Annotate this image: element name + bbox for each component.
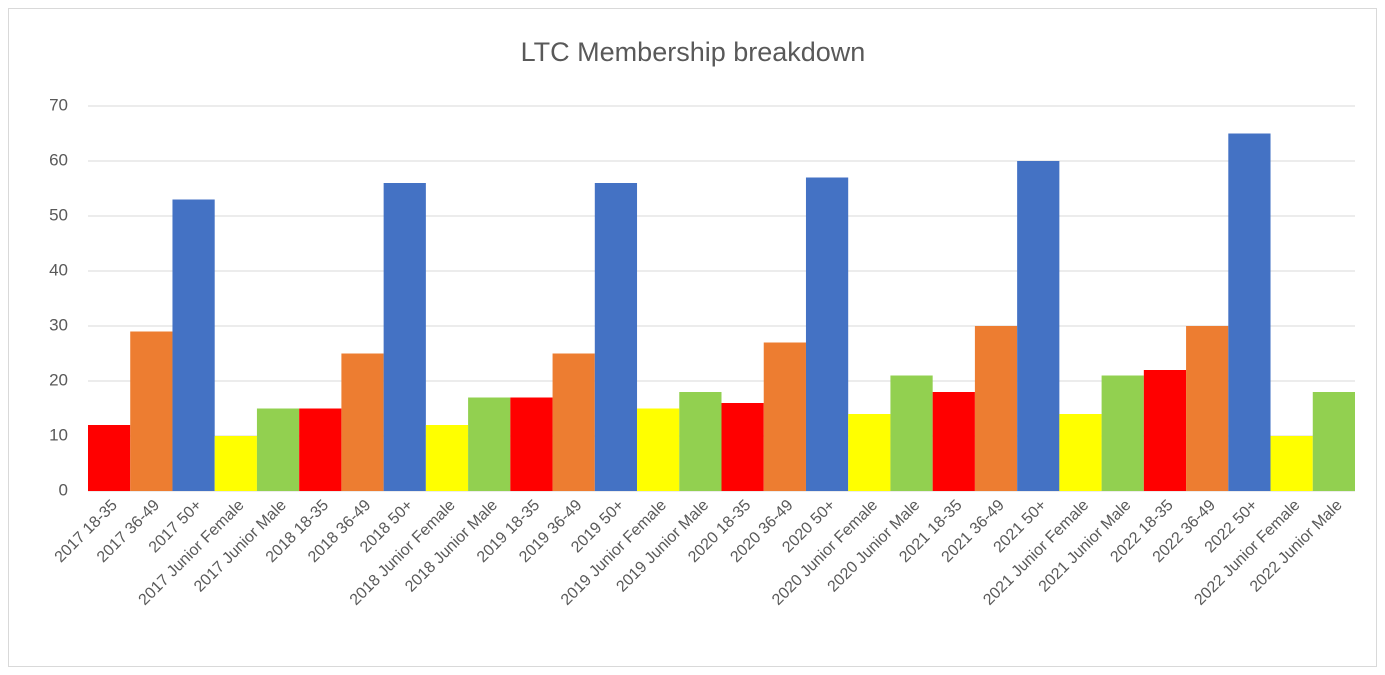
bar [1059,414,1102,491]
chart-title: LTC Membership breakdown [521,37,866,67]
bar [974,326,1018,491]
bar [214,436,257,491]
y-tick-label: 30 [49,315,68,334]
bar [763,342,806,491]
bar [1186,326,1229,491]
y-tick-label: 40 [49,260,68,279]
y-tick-label: 70 [49,95,68,114]
y-tick-label: 20 [49,370,68,389]
bar [425,425,469,491]
bar [468,397,511,491]
bar [721,403,764,491]
bar [1017,161,1060,491]
chart-frame [8,8,1377,667]
bar [1101,375,1144,491]
bar [172,199,215,491]
y-tick-label: 60 [49,150,68,169]
bar [1270,436,1313,491]
bar [130,331,173,491]
bar [383,183,426,491]
bar [679,392,722,491]
bar [848,414,891,491]
bar [1143,370,1187,491]
bar [932,392,975,491]
bar [552,353,595,491]
y-tick-label: 50 [49,205,68,224]
bar [594,183,638,491]
bar [805,177,849,491]
bar [1312,392,1355,491]
bar [1228,133,1271,491]
bar [299,408,342,491]
bar [890,375,933,491]
bar [341,353,384,491]
y-tick-label: 0 [59,480,68,499]
bar [88,425,131,491]
y-tick-label: 10 [49,425,68,444]
bar [510,397,553,491]
bar [637,408,680,491]
bar [256,408,300,491]
